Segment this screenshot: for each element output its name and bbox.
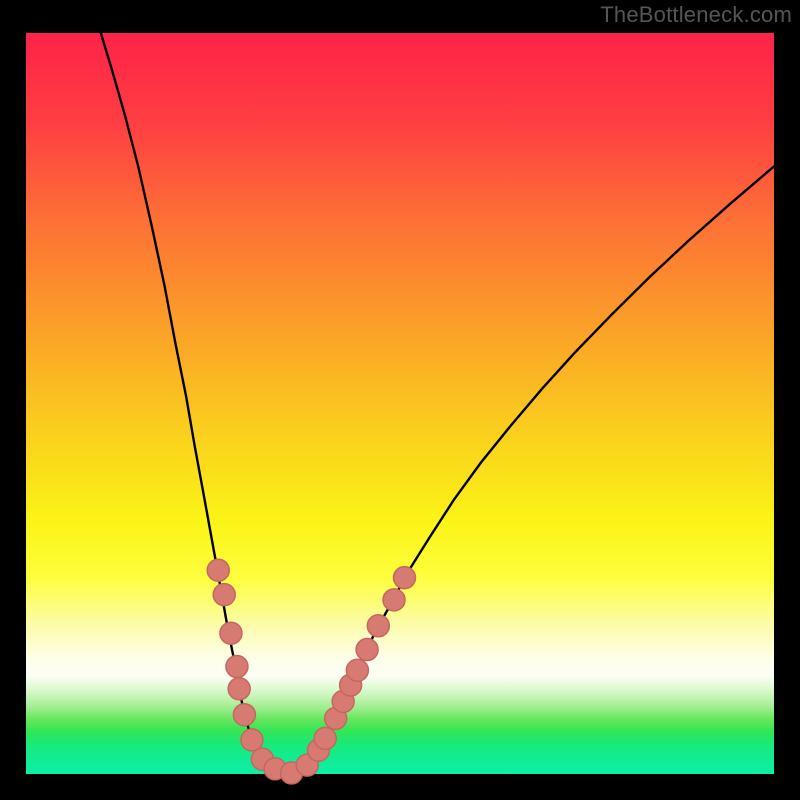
chart-container: TheBottleneck.com	[0, 0, 800, 800]
marker-point	[383, 589, 405, 611]
marker-point	[226, 656, 248, 678]
marker-point	[393, 567, 415, 589]
marker-point	[367, 615, 389, 637]
chart-svg	[26, 33, 774, 774]
watermark-text: TheBottleneck.com	[600, 2, 792, 28]
marker-point	[207, 559, 229, 581]
marker-point	[233, 704, 255, 726]
curve-left	[101, 33, 292, 773]
marker-point	[213, 584, 235, 606]
markers-group	[207, 559, 415, 784]
marker-point	[220, 622, 242, 644]
marker-point	[356, 639, 378, 661]
marker-point	[346, 659, 368, 681]
marker-point	[228, 678, 250, 700]
plot-area	[26, 33, 774, 774]
curve-right	[292, 166, 774, 773]
marker-point	[314, 727, 336, 749]
marker-point	[241, 729, 263, 751]
